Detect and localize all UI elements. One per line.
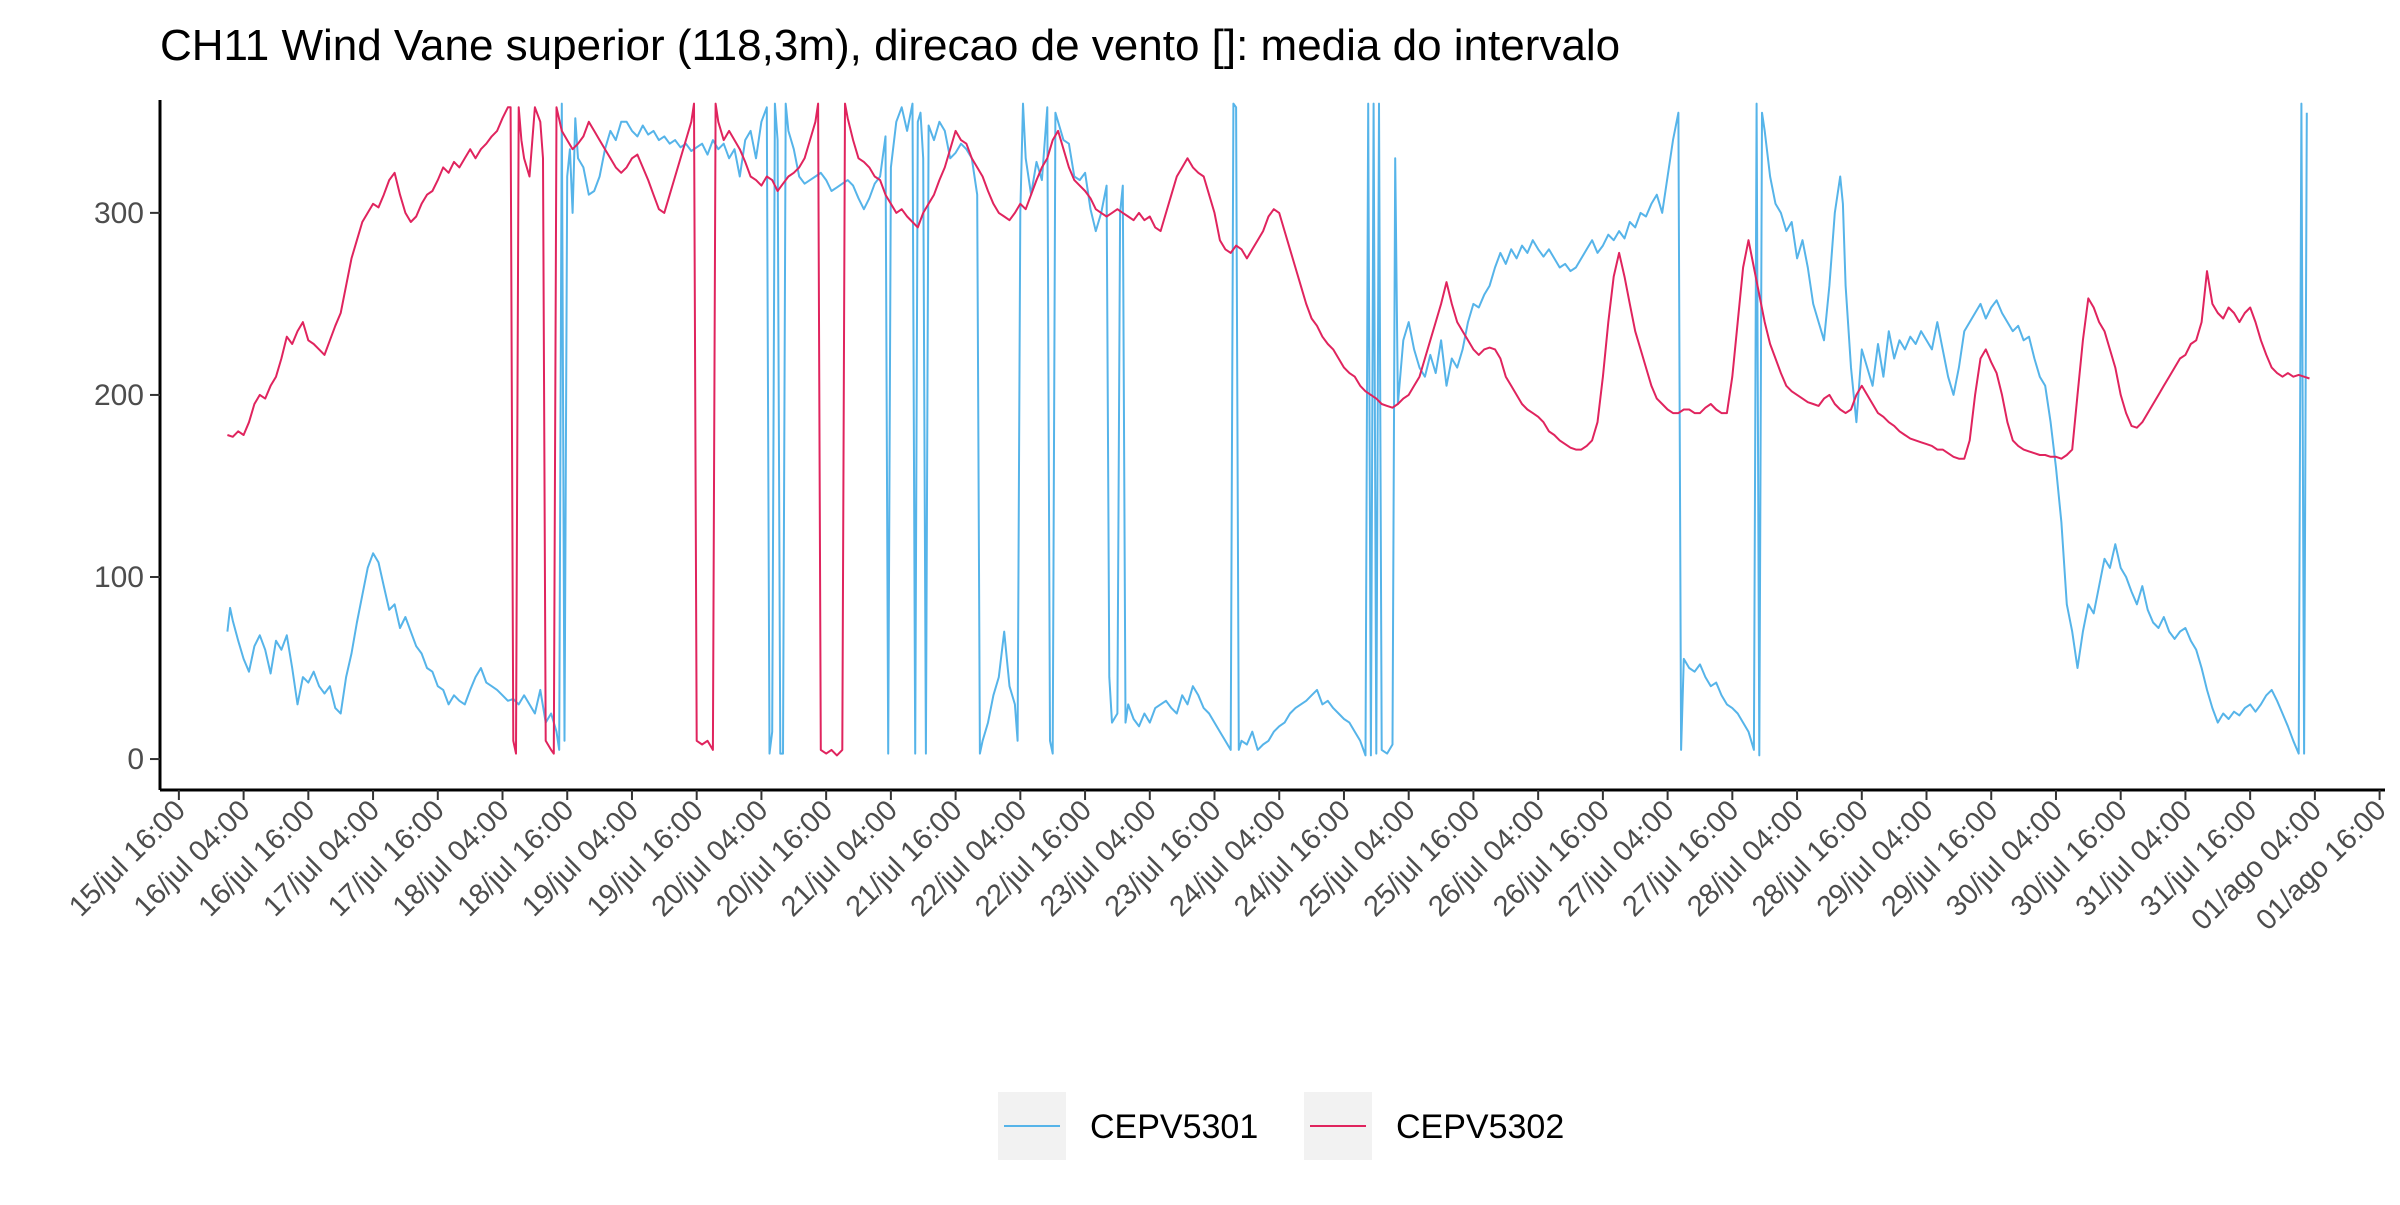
- series-line-2: [227, 102, 2310, 757]
- legend-item-1: CEPV5301: [998, 1092, 1258, 1160]
- plot-area: [226, 102, 2310, 757]
- y-axis: 0 100 200 300: [94, 100, 162, 790]
- y-tick-label: 100: [94, 561, 144, 594]
- legend-label: CEPV5302: [1396, 1108, 1564, 1146]
- y-tick-label: 200: [94, 379, 144, 412]
- legend-label: CEPV5301: [1090, 1108, 1258, 1146]
- legend: CEPV5301 CEPV5302: [998, 1092, 1564, 1160]
- y-tick-label: 0: [127, 743, 144, 776]
- series-line-1: [226, 102, 2308, 757]
- y-tick-label: 300: [94, 197, 144, 230]
- legend-item-2: CEPV5302: [1304, 1092, 1564, 1160]
- chart-title: CH11 Wind Vane superior (118,3m), direca…: [160, 21, 1620, 70]
